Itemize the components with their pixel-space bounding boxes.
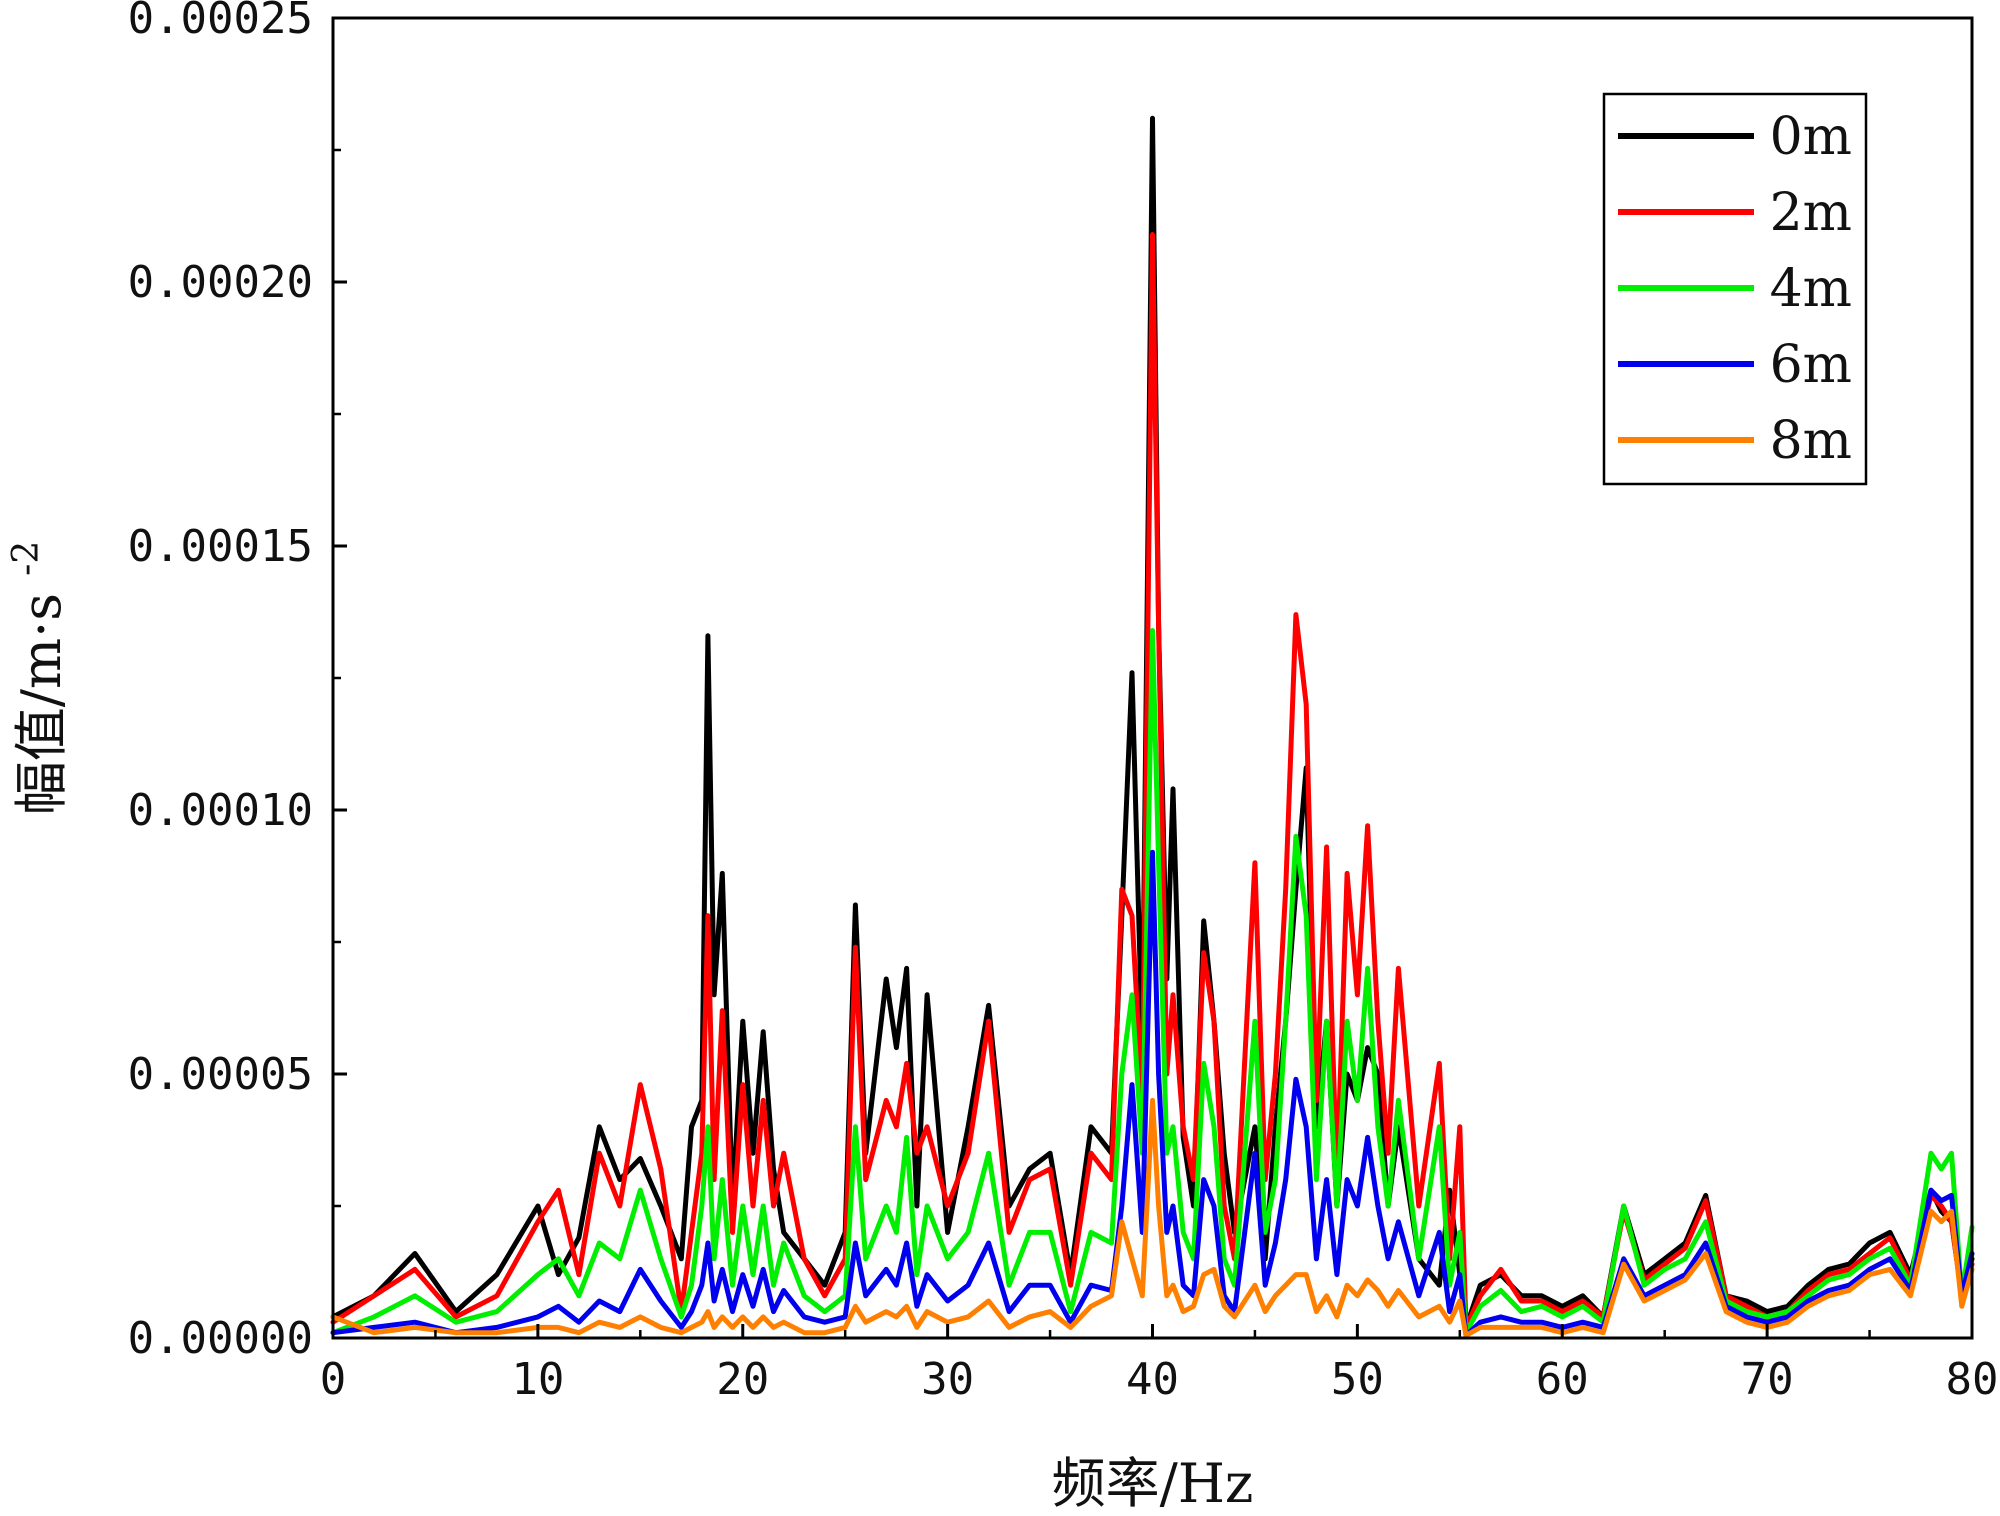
x-tick-label: 10 (511, 1354, 564, 1405)
legend: 0m 2m 4m 6m 8m (1602, 92, 1868, 486)
x-tick-label: 30 (921, 1354, 974, 1405)
legend-label-8m: 8m (1770, 411, 1852, 471)
y-tick-label: 0.00025 (128, 0, 313, 44)
y-axis-title-main: 幅值/m·s (10, 593, 73, 815)
series-line-0m (330, 115, 1975, 1330)
series-layer (330, 115, 1975, 1338)
legend-label-6m: 6m (1770, 335, 1852, 395)
x-tick-label: 70 (1741, 1354, 1794, 1405)
x-axis-title: 频率/Hz (1052, 1452, 1254, 1515)
series-line-8m (330, 1097, 1975, 1338)
y-tick-label: 0.00005 (128, 1049, 313, 1100)
x-tick-label: 60 (1536, 1354, 1589, 1405)
x-tick-label: 50 (1331, 1354, 1384, 1405)
legend-label-0m: 0m (1770, 107, 1852, 167)
x-tick-label: 80 (1946, 1354, 1999, 1405)
x-tick-label: 20 (716, 1354, 769, 1405)
ticks-layer: 0 10 20 30 40 50 60 70 80 0.00000 0.00005 0.00010 0.… (128, 0, 1999, 1405)
y-tick-label: 0.00020 (128, 257, 313, 308)
y-axis-title: 幅值/m·s -2 (6, 541, 73, 816)
legend-label-2m: 2m (1770, 183, 1852, 243)
series-line-2m (330, 232, 1975, 1330)
legend-label-4m: 4m (1770, 259, 1852, 319)
y-tick-label: 0.00015 (128, 521, 313, 572)
series-line-4m (330, 628, 1975, 1336)
y-tick-label: 0.00000 (128, 1313, 313, 1364)
x-tick-label: 0 (320, 1354, 347, 1405)
x-tick-label: 40 (1126, 1354, 1179, 1405)
y-tick-label: 0.00010 (128, 785, 313, 836)
series-line-6m (330, 849, 1975, 1338)
y-axis-title-superscript: -2 (6, 541, 47, 576)
